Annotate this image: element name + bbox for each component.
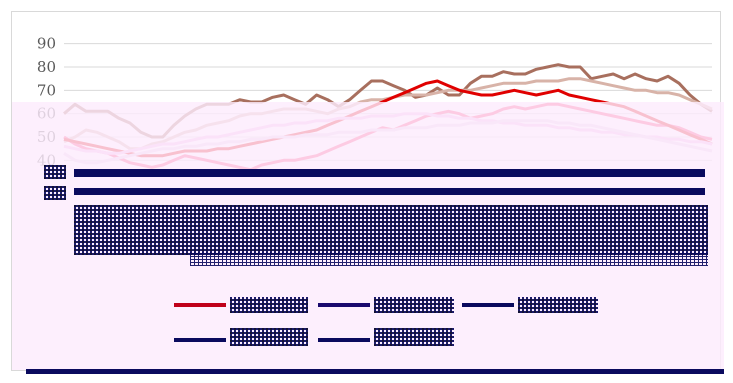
legend-swatch — [318, 303, 370, 307]
bottom-border-stripe — [26, 369, 724, 374]
legend-label-garbled — [374, 328, 454, 346]
legend-swatch — [174, 303, 226, 307]
legend-swatch — [174, 338, 226, 342]
garbled-xtick-labels-lower — [190, 252, 708, 266]
y-tick-label: 80 — [37, 58, 56, 76]
garbled-glyph-marker — [44, 165, 66, 179]
garbled-xtick-labels — [74, 205, 708, 255]
legend-label-garbled — [518, 297, 598, 313]
garbled-stripe-1 — [74, 169, 705, 177]
y-tick-label: 70 — [37, 81, 56, 99]
garbled-stripe-2 — [74, 188, 705, 195]
legend-label-garbled — [374, 297, 454, 313]
y-tick-label: 90 — [37, 35, 56, 53]
legend-swatch — [318, 338, 370, 342]
legend-label-garbled — [230, 297, 308, 313]
garbled-glyph-marker — [44, 186, 66, 200]
legend-swatch — [462, 303, 514, 307]
legend-label-garbled — [230, 328, 308, 346]
